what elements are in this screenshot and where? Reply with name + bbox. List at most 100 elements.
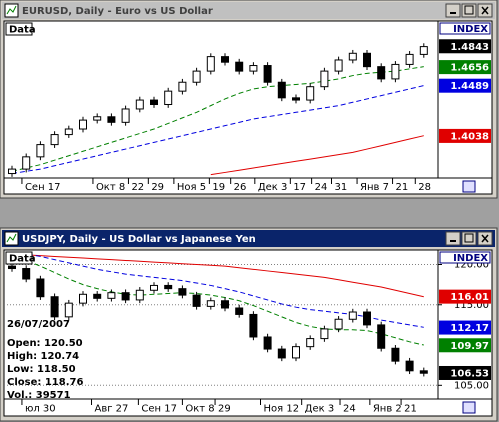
data-label: Data <box>9 25 36 36</box>
x-tick-label: 21 <box>396 182 409 193</box>
candle-body <box>79 293 87 304</box>
price-badge-label: 109.97 <box>450 341 489 352</box>
candle-body <box>22 268 31 280</box>
axis-label: INDEX <box>453 24 488 35</box>
candle-body <box>192 294 201 307</box>
axis-label-box <box>439 22 491 35</box>
scroll-icon[interactable] <box>462 401 476 414</box>
candle-body <box>150 99 158 106</box>
window-title: USDJPY, Daily - US Dollar vs Japanese Ye… <box>22 234 256 245</box>
x-tick-label: 28 <box>418 182 431 193</box>
window-icon-graph <box>6 5 17 15</box>
candle-body <box>36 144 45 158</box>
x-tick-label: Ноя 5 <box>177 182 206 193</box>
candle-body <box>121 108 130 123</box>
info-line: 26/07/2007 <box>7 319 70 330</box>
moving-average <box>12 254 424 298</box>
candle-body <box>320 70 329 88</box>
candle-body <box>235 61 244 72</box>
x-tick-label: 21 <box>404 404 417 415</box>
x-tick-label: 24 <box>315 182 328 193</box>
candle-body <box>391 347 400 362</box>
moving-average <box>11 255 424 346</box>
x-tick-label: 19 <box>212 182 225 193</box>
candle-body <box>192 70 201 83</box>
price-badge-label: 1.4489 <box>450 81 489 92</box>
candle-body <box>178 81 187 92</box>
price-badge <box>439 128 491 143</box>
info-line: Vol.: 39571 <box>7 390 71 401</box>
candle-body <box>263 65 272 83</box>
candle-body <box>64 302 73 318</box>
candle-body <box>8 168 16 175</box>
candle-body <box>348 52 357 61</box>
candle-body <box>107 116 116 123</box>
info-line: Close: 118.76 <box>7 377 83 388</box>
candle-body <box>292 97 300 101</box>
x-tick-label: 17 <box>293 182 306 193</box>
candle-body <box>8 265 16 270</box>
x-tick-label: Окт 8 <box>185 404 214 415</box>
price-badge-label: 1.4038 <box>450 131 489 142</box>
axis-label-box <box>439 251 491 264</box>
candle-body <box>306 86 315 101</box>
candle-body <box>249 65 258 72</box>
candle-body <box>164 90 173 106</box>
minimize-button[interactable] <box>445 3 461 18</box>
candle-body <box>277 348 286 359</box>
candle-body <box>178 288 187 296</box>
data-label-box <box>5 22 33 36</box>
axis-label: INDEX <box>453 253 488 264</box>
candle-body <box>391 63 400 80</box>
minimize-button[interactable] <box>445 231 461 246</box>
price-badge <box>439 78 491 93</box>
candle-body <box>164 284 173 290</box>
candle-body <box>377 66 386 80</box>
price-badge <box>439 365 491 380</box>
candle-body <box>419 46 428 55</box>
x-tick-label: Дек 3 <box>305 404 335 415</box>
price-badge-label: 1.4843 <box>450 42 489 53</box>
price-badge-label: 112.17 <box>450 323 489 334</box>
candle-body <box>221 300 229 309</box>
candle-body <box>419 370 428 374</box>
moving-average <box>11 251 424 328</box>
x-tick-label: 26 <box>234 182 247 193</box>
candle-body <box>405 53 414 65</box>
price-badge-label: 116.01 <box>450 292 489 303</box>
candle-body <box>377 324 386 349</box>
candle-body <box>363 311 371 326</box>
candle-body <box>135 289 144 301</box>
x-tick-label: Янв 7 <box>360 182 389 193</box>
plot-area <box>3 20 439 179</box>
price-badge <box>439 39 491 54</box>
price-badge <box>439 289 491 304</box>
x-tick-label: Сен 17 <box>25 182 61 193</box>
candle-body <box>334 59 343 72</box>
candle-body <box>320 328 329 340</box>
y-tick-label: 105.00 <box>454 380 489 391</box>
candle-body <box>405 360 414 372</box>
candle-body <box>249 313 258 338</box>
candle-body <box>121 292 130 301</box>
button-glyph <box>464 5 474 15</box>
candle-body <box>50 296 59 318</box>
price-badge <box>439 60 491 75</box>
scroll-icon[interactable] <box>462 180 476 193</box>
button-glyph <box>481 6 489 15</box>
candle-body <box>334 318 343 330</box>
candle-body <box>22 156 31 170</box>
window-title: EURUSD, Daily - Euro vs US Dollar <box>22 6 213 17</box>
info-line: Open: 120.50 <box>7 338 83 349</box>
x-tick-label: Окт 8 <box>96 182 125 193</box>
data-label-box <box>5 251 33 265</box>
moving-average <box>210 135 424 176</box>
candle-body <box>93 293 102 299</box>
price-badge <box>439 338 491 353</box>
candle-body <box>150 284 158 291</box>
time-axis <box>3 398 493 417</box>
candle-body <box>363 52 371 68</box>
title-bar <box>2 2 495 19</box>
y-tick-label: 120.00 <box>454 259 489 270</box>
x-tick-label: 24 <box>343 404 356 415</box>
